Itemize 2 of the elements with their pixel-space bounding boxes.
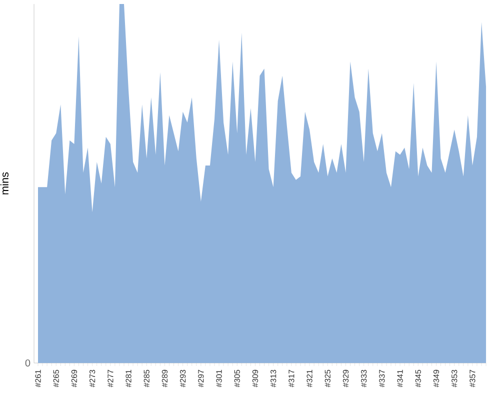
y-axis-title: mins [0, 172, 9, 194]
text: 0 [25, 359, 30, 367]
